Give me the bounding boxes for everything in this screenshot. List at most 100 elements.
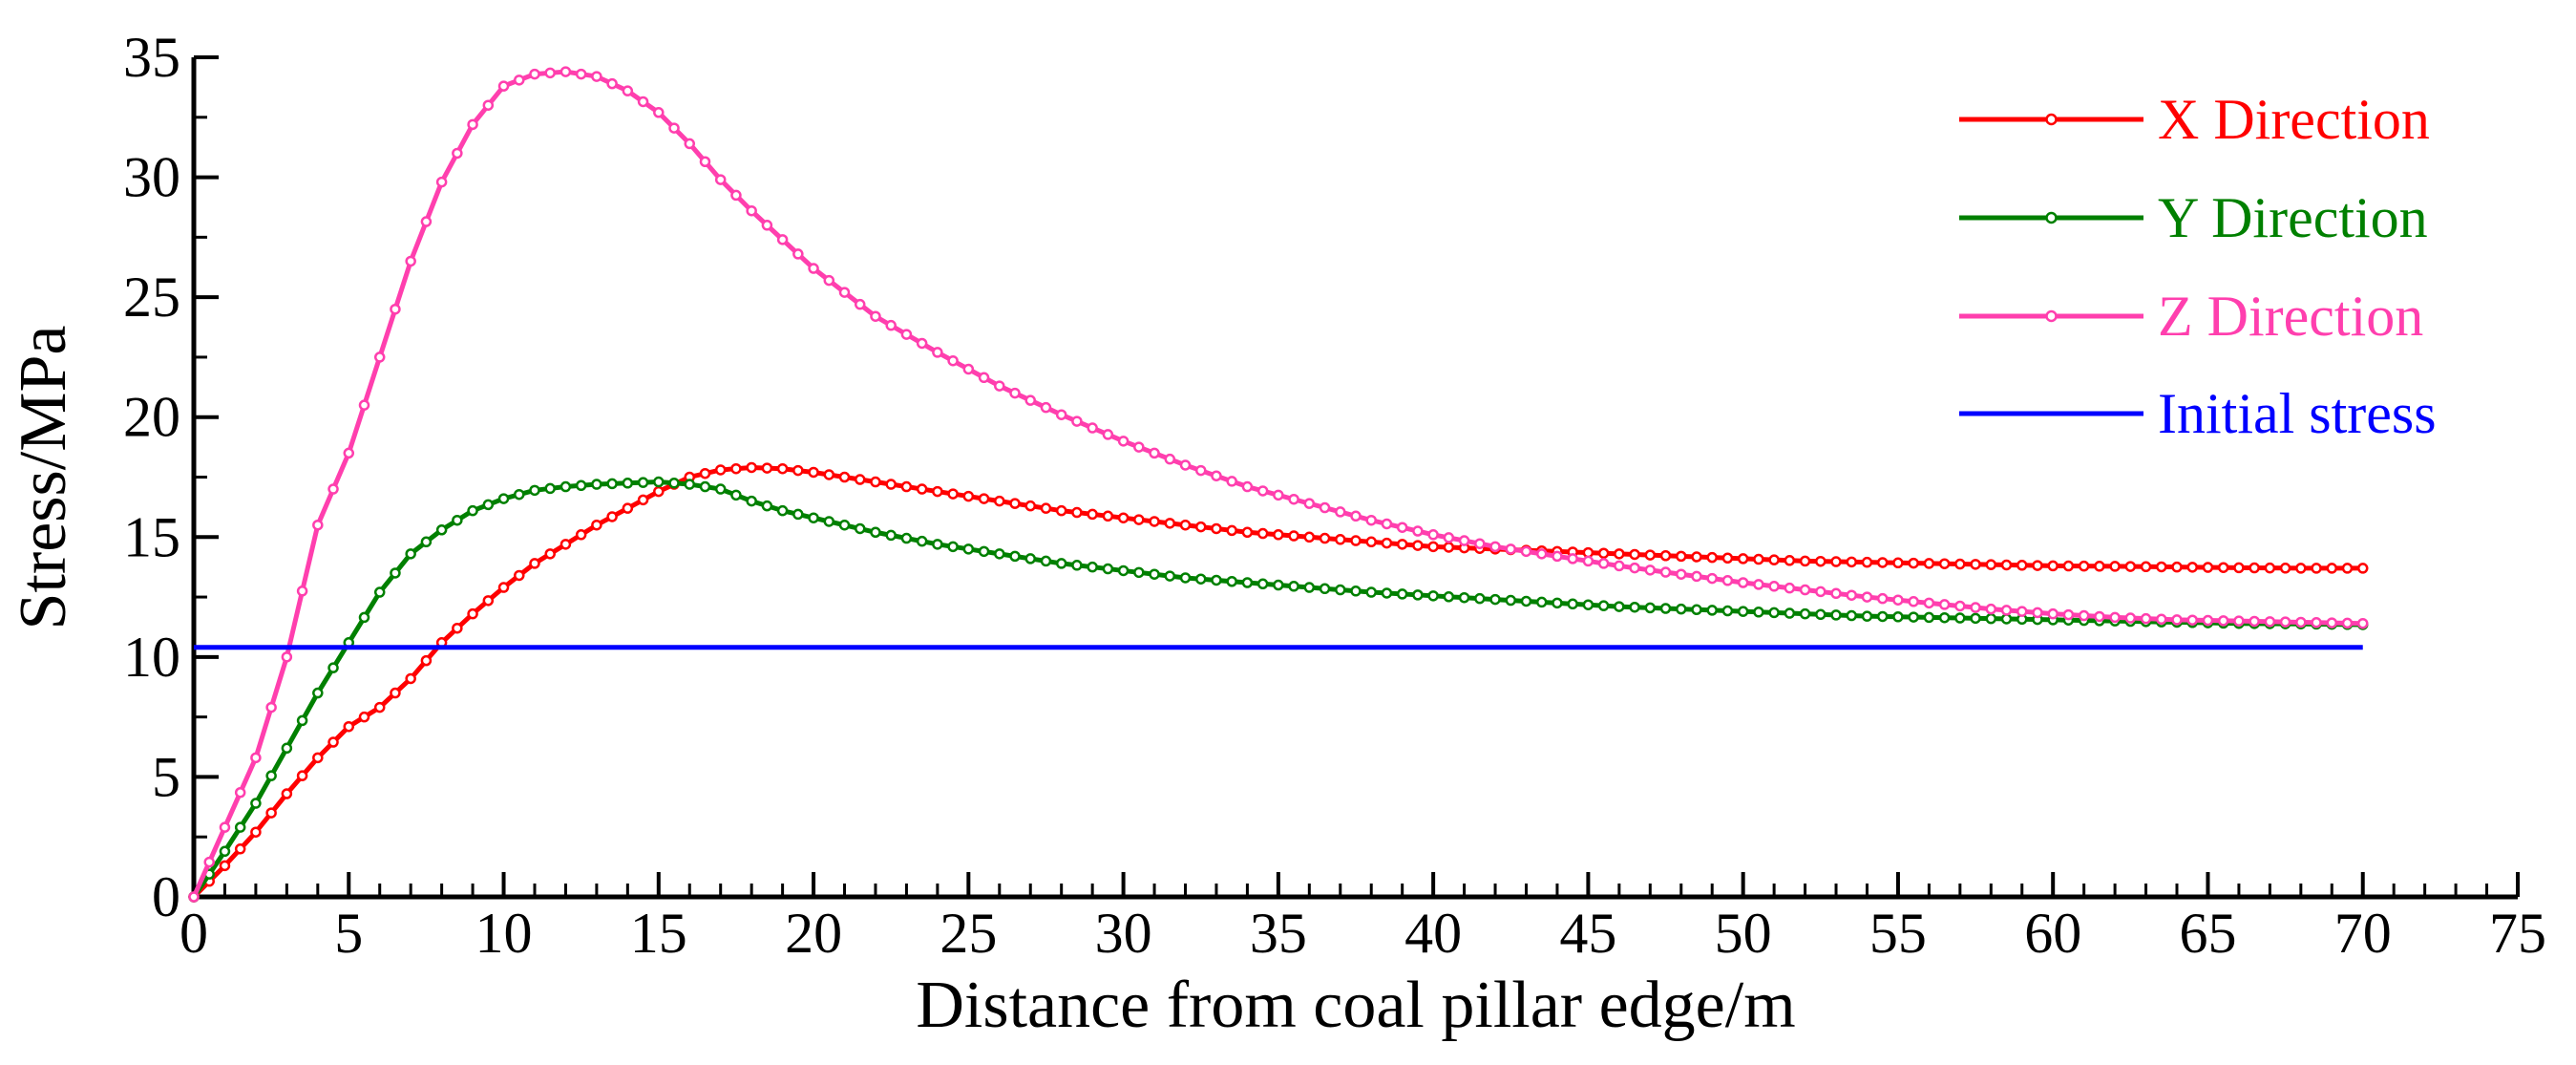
series-y-direction	[188, 476, 2369, 903]
data-point-y-direction	[1102, 563, 1114, 575]
data-point-x-direction	[978, 493, 990, 504]
data-point-y-direction	[870, 526, 881, 539]
data-point-z-direction	[1226, 476, 1237, 487]
data-point-z-direction	[885, 319, 897, 331]
data-point-z-direction	[684, 138, 696, 150]
data-point-x-direction	[1024, 500, 1036, 512]
data-point-y-direction	[1071, 560, 1083, 571]
data-point-x-direction	[250, 826, 262, 838]
data-point-y-direction	[373, 586, 386, 598]
data-point-z-direction	[544, 67, 556, 79]
data-point-x-direction	[1923, 558, 1935, 569]
axes	[191, 57, 2518, 900]
data-point-z-direction	[1164, 453, 1176, 465]
data-point-x-direction	[1055, 504, 1067, 517]
data-point-x-direction	[1644, 549, 1657, 561]
data-point-x-direction	[2326, 563, 2338, 574]
data-point-z-direction	[482, 99, 495, 111]
data-point-x-direction	[1319, 532, 1331, 544]
data-point-z-direction	[203, 856, 215, 868]
legend-label: Z Direction	[2158, 285, 2423, 348]
data-point-z-direction	[1427, 529, 1439, 541]
data-point-z-direction	[637, 96, 649, 108]
data-point-y-direction	[1024, 553, 1036, 564]
data-point-x-direction	[1799, 555, 1811, 567]
legend-item-z-direction: Z Direction	[1959, 285, 2423, 348]
data-point-x-direction	[1706, 551, 1718, 564]
data-point-z-direction	[2094, 610, 2105, 623]
series-line-y-direction	[191, 479, 2363, 899]
data-point-z-direction	[1241, 480, 1254, 493]
data-point-y-direction	[1226, 575, 1237, 587]
data-point-y-direction	[435, 524, 448, 536]
data-point-x-direction	[343, 720, 355, 733]
data-point-z-direction	[219, 821, 231, 833]
data-point-z-direction	[1365, 514, 1377, 526]
data-point-y-direction	[1256, 578, 1269, 590]
data-point-z-direction	[978, 372, 990, 384]
data-point-y-direction	[560, 480, 572, 493]
data-point-z-direction	[1179, 459, 1192, 471]
data-point-z-direction	[900, 329, 913, 340]
data-point-y-direction	[838, 519, 851, 531]
data-point-x-direction	[808, 466, 819, 479]
data-point-z-direction	[622, 85, 634, 96]
data-point-z-direction	[2140, 612, 2152, 625]
data-point-z-direction	[792, 248, 804, 260]
data-point-x-direction	[2356, 563, 2369, 574]
data-point-y-direction	[1133, 566, 1145, 579]
data-point-y-direction	[1659, 603, 1672, 614]
data-point-y-direction	[1676, 603, 1687, 615]
data-point-y-direction	[1412, 589, 1424, 601]
legend-marker	[2045, 211, 2058, 224]
data-point-z-direction	[653, 107, 665, 118]
data-point-x-direction	[1335, 534, 1346, 545]
data-point-x-direction	[1164, 518, 1176, 529]
data-point-y-direction	[1799, 607, 1811, 620]
data-point-x-direction	[1614, 548, 1625, 560]
data-point-z-direction	[1319, 501, 1331, 514]
data-point-z-direction	[2078, 609, 2090, 622]
data-point-x-direction	[1753, 553, 1764, 565]
data-point-y-direction	[761, 500, 773, 512]
data-point-y-direction	[684, 479, 696, 490]
data-point-y-direction	[1505, 594, 1517, 607]
data-point-z-direction	[1381, 518, 1393, 530]
data-point-z-direction	[1629, 562, 1640, 574]
data-point-y-direction	[1474, 592, 1486, 605]
data-point-z-direction	[2062, 608, 2075, 621]
y-tick-label: 30	[123, 146, 180, 209]
data-point-y-direction	[312, 687, 324, 699]
data-point-z-direction	[1721, 575, 1734, 586]
data-point-z-direction	[994, 380, 1005, 392]
data-point-z-direction	[1117, 436, 1130, 447]
data-point-y-direction	[776, 504, 789, 517]
data-point-x-direction	[514, 569, 525, 582]
y-tick-label: 20	[123, 386, 180, 449]
data-point-x-direction	[1194, 521, 1207, 533]
data-point-y-direction	[1985, 612, 1997, 625]
data-point-z-direction	[467, 118, 478, 131]
data-point-z-direction	[405, 255, 416, 267]
data-point-x-direction	[730, 462, 742, 475]
data-point-z-direction	[2124, 612, 2137, 624]
data-point-z-direction	[188, 891, 200, 903]
data-point-x-direction	[1071, 506, 1083, 519]
data-point-z-direction	[714, 174, 727, 185]
data-point-z-direction	[2000, 605, 2013, 616]
data-point-y-direction	[1241, 577, 1254, 588]
data-point-x-direction	[529, 558, 540, 569]
data-point-z-direction	[560, 66, 572, 77]
data-point-z-direction	[2047, 607, 2059, 620]
data-point-y-direction	[1876, 610, 1889, 623]
data-point-z-direction	[420, 216, 433, 227]
data-point-y-direction	[1427, 590, 1439, 602]
data-point-y-direction	[653, 476, 665, 488]
data-point-y-direction	[1567, 598, 1578, 610]
data-point-x-direction	[838, 471, 851, 483]
data-point-x-direction	[885, 479, 897, 490]
data-point-z-direction	[1474, 538, 1486, 549]
data-point-x-direction	[1149, 516, 1160, 527]
data-point-x-direction	[2264, 562, 2276, 574]
